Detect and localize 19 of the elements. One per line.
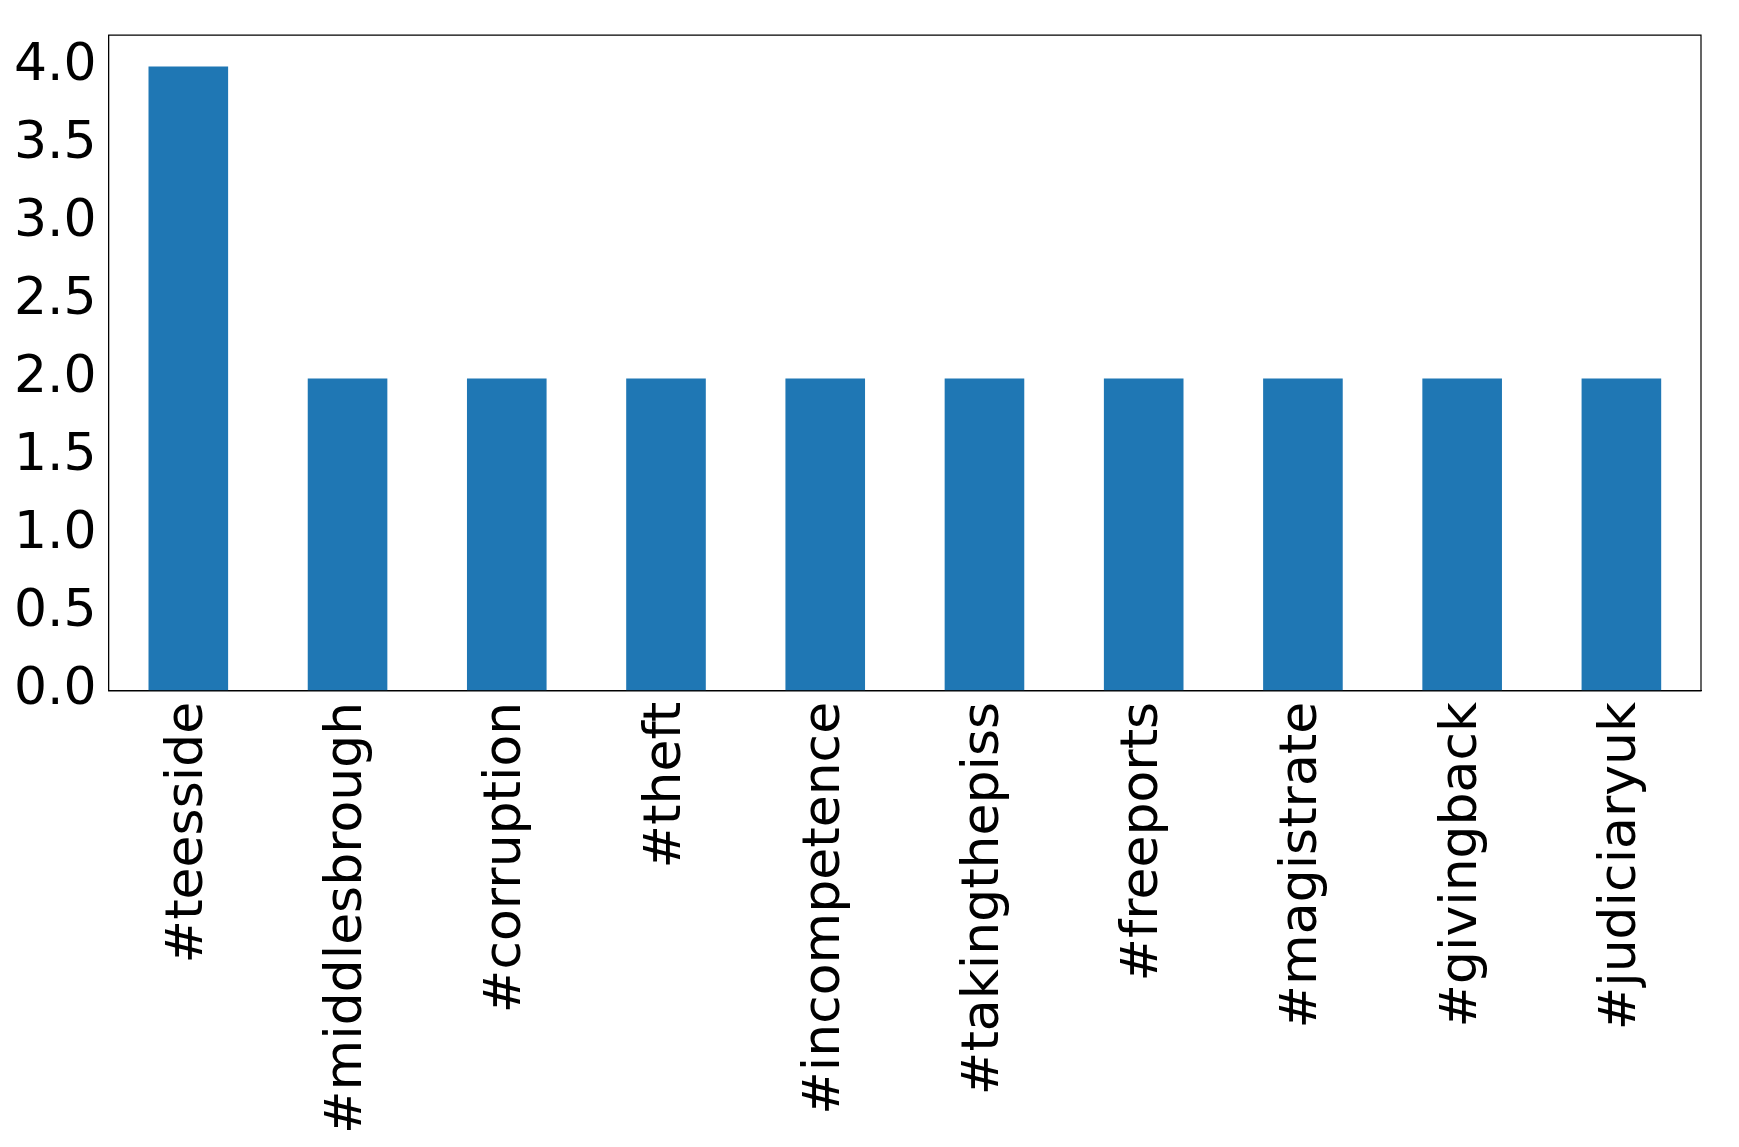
x-tick-label: #givingback	[1427, 701, 1488, 1028]
x-tick-label: #theft	[631, 701, 692, 869]
y-tick-label: 1.0	[13, 500, 97, 561]
x-tick-label: #judiciaryuk	[1586, 701, 1647, 1031]
y-tick-label: 3.0	[13, 188, 97, 249]
y-tick-label: 4.0	[13, 31, 97, 92]
y-tick-label: 0.5	[13, 578, 97, 639]
x-tick-label: #magistrate	[1268, 701, 1329, 1029]
y-tick-label: 1.5	[13, 422, 97, 483]
y-tick-label: 3.5	[13, 109, 97, 170]
y-tick-label: 2.0	[13, 344, 97, 405]
x-tick-label: #teesside	[153, 701, 214, 964]
y-tick-label: 0.0	[13, 656, 97, 717]
y-tick-label: 2.5	[13, 266, 97, 327]
x-tick-label: #corruption	[472, 701, 533, 1014]
x-tick-label: #incompetence	[790, 701, 851, 1115]
x-tick-label: #takingthepiss	[949, 701, 1010, 1096]
x-tick-label: #freeports	[1109, 701, 1170, 982]
x-tick-label: #middlesbrough	[313, 701, 374, 1134]
